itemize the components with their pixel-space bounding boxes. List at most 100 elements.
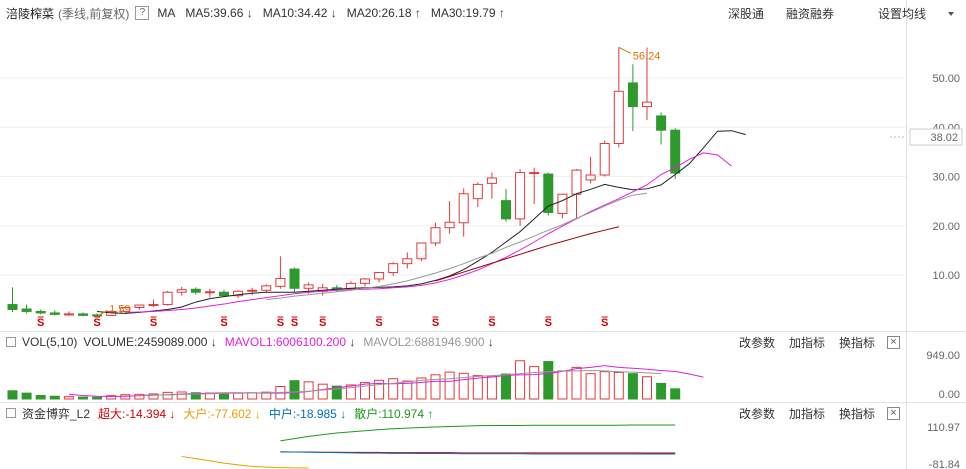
volume-bar — [486, 376, 497, 400]
volume-bar — [247, 392, 258, 400]
price-tick-label: 20.00 — [932, 221, 960, 233]
volume-bar — [374, 379, 385, 400]
close-icon[interactable]: × — [887, 406, 900, 420]
candle-body — [416, 242, 427, 260]
volume-bar — [35, 394, 46, 400]
candle-body — [374, 272, 385, 280]
add-indicator-button[interactable]: 加指标 — [788, 335, 825, 350]
ma20-text: MA20:26.18 — [346, 6, 412, 20]
volume-text: VOLUME:2459089.000 — [83, 335, 208, 349]
super-large-text: 超大:-14.394 — [98, 406, 167, 421]
ma-settings-button[interactable]: 设置均线 — [856, 5, 954, 22]
volume-bar — [543, 361, 554, 400]
candle-body — [458, 193, 469, 224]
volume-toolbar: 改参数 加指标 换指标 × — [725, 334, 900, 351]
vol-indicator-name[interactable]: VOL(5,10) — [22, 335, 78, 349]
volume-layer: 949.00 0.00 — [7, 350, 960, 401]
fund-series-line — [280, 424, 676, 442]
switch-indicator-button[interactable]: 换指标 — [838, 406, 875, 421]
hk-connect-button[interactable]: 深股通 — [727, 6, 764, 21]
candle-body — [543, 173, 554, 213]
candle-body — [472, 183, 483, 200]
current-price-label: 38.02 — [930, 132, 958, 144]
volume-bar — [571, 366, 582, 400]
volume-bar — [585, 373, 596, 400]
ma-settings-label: 设置均线 — [877, 6, 926, 21]
candle-body — [303, 284, 314, 289]
candle-body — [388, 263, 399, 274]
super-large-value: 超大:-14.394 ↓ — [98, 405, 175, 422]
arrow-down-icon: ↓ — [330, 6, 337, 20]
ma5-value: MA5:39.66 ↓ — [185, 6, 252, 20]
volume-bar — [501, 373, 511, 400]
volume-bar — [317, 383, 328, 400]
panel-divider-top — [0, 331, 966, 332]
volume-bar — [627, 373, 638, 400]
change-params-button[interactable]: 改参数 — [738, 406, 775, 421]
fund-toolbar: 改参数 加指标 换指标 × — [725, 405, 900, 422]
candle-body — [233, 290, 244, 297]
arrow-down-icon: ↓ — [487, 335, 494, 349]
signal-marker: S — [488, 317, 495, 329]
mavol1-text: MAVOL1:6006100.200 — [224, 335, 346, 349]
high-price-label: 56.24 — [633, 50, 661, 62]
adjust-mode[interactable]: (季线,前复权) — [58, 6, 130, 21]
ma10-value: MA10:34.42 ↓ — [263, 6, 337, 20]
volume-bar — [106, 395, 117, 400]
signal-marker: S — [375, 317, 382, 329]
grid-layer — [0, 0, 907, 469]
switch-indicator-button[interactable]: 换指标 — [838, 335, 875, 350]
fund-indicator-name[interactable]: 资金博弈_L2 — [22, 406, 91, 421]
mavol2-line — [139, 370, 662, 396]
candle-body — [134, 304, 145, 309]
ma5-text: MA5:39.66 — [185, 6, 244, 20]
ma-line — [435, 226, 619, 282]
candle-body — [7, 304, 18, 310]
low-price-label: 1.59 — [109, 303, 130, 315]
price-tick-label: 50.00 — [932, 73, 960, 85]
volume-bar — [233, 392, 244, 400]
candle-body — [219, 291, 229, 297]
candle-body — [444, 221, 455, 229]
large-text: 大户:-77.602 — [183, 406, 252, 421]
volume-bar — [613, 371, 624, 400]
retail-text: 散户:110.974 — [354, 406, 425, 421]
signal-marker: S — [291, 317, 298, 329]
volume-bar — [63, 396, 74, 400]
volume-header: VOL(5,10) VOLUME:2459089.000 ↓ MAVOL1:60… — [0, 332, 906, 352]
volume-bar — [134, 393, 145, 400]
candle-body — [35, 310, 46, 314]
fund-series-line — [280, 451, 676, 455]
candle-body — [261, 285, 272, 291]
volume-bar — [219, 393, 229, 400]
candle-body — [571, 169, 582, 195]
arrow-down-icon: ↓ — [210, 335, 217, 349]
price-tick-label: 10.00 — [932, 270, 960, 282]
close-icon[interactable]: × — [887, 335, 900, 349]
margin-trading-button[interactable]: 融资融券 — [785, 6, 834, 21]
volume-bar — [642, 376, 652, 400]
candle-body — [289, 268, 300, 289]
signal-marker: S — [545, 317, 552, 329]
retail-value: 散户:110.974 ↑ — [354, 405, 433, 422]
volume-tick-label: 0.00 — [939, 389, 960, 401]
fund-flow-header: 资金博弈_L2 超大:-14.394 ↓ 大户:-77.602 ↓ 中户:-18… — [0, 403, 906, 423]
volume-bar — [176, 391, 187, 400]
ma-layer: 56.24 1.59 — [96, 46, 746, 317]
volume-bar — [458, 372, 469, 400]
stock-name[interactable]: 涪陵榨菜 — [6, 6, 55, 21]
add-indicator-button[interactable]: 加指标 — [788, 406, 825, 421]
volume-bar — [388, 378, 399, 400]
low-pointer — [96, 309, 108, 317]
change-params-button[interactable]: 改参数 — [738, 335, 775, 350]
candle-body — [656, 115, 667, 131]
volume-bar — [416, 377, 427, 400]
help-icon[interactable]: ? — [135, 6, 150, 20]
collapse-icon[interactable] — [6, 337, 16, 347]
signal-marker: S — [277, 317, 284, 329]
collapse-icon[interactable] — [6, 408, 16, 418]
volume-bar — [529, 366, 540, 400]
fund-tick-label: -81.84 — [929, 459, 960, 469]
